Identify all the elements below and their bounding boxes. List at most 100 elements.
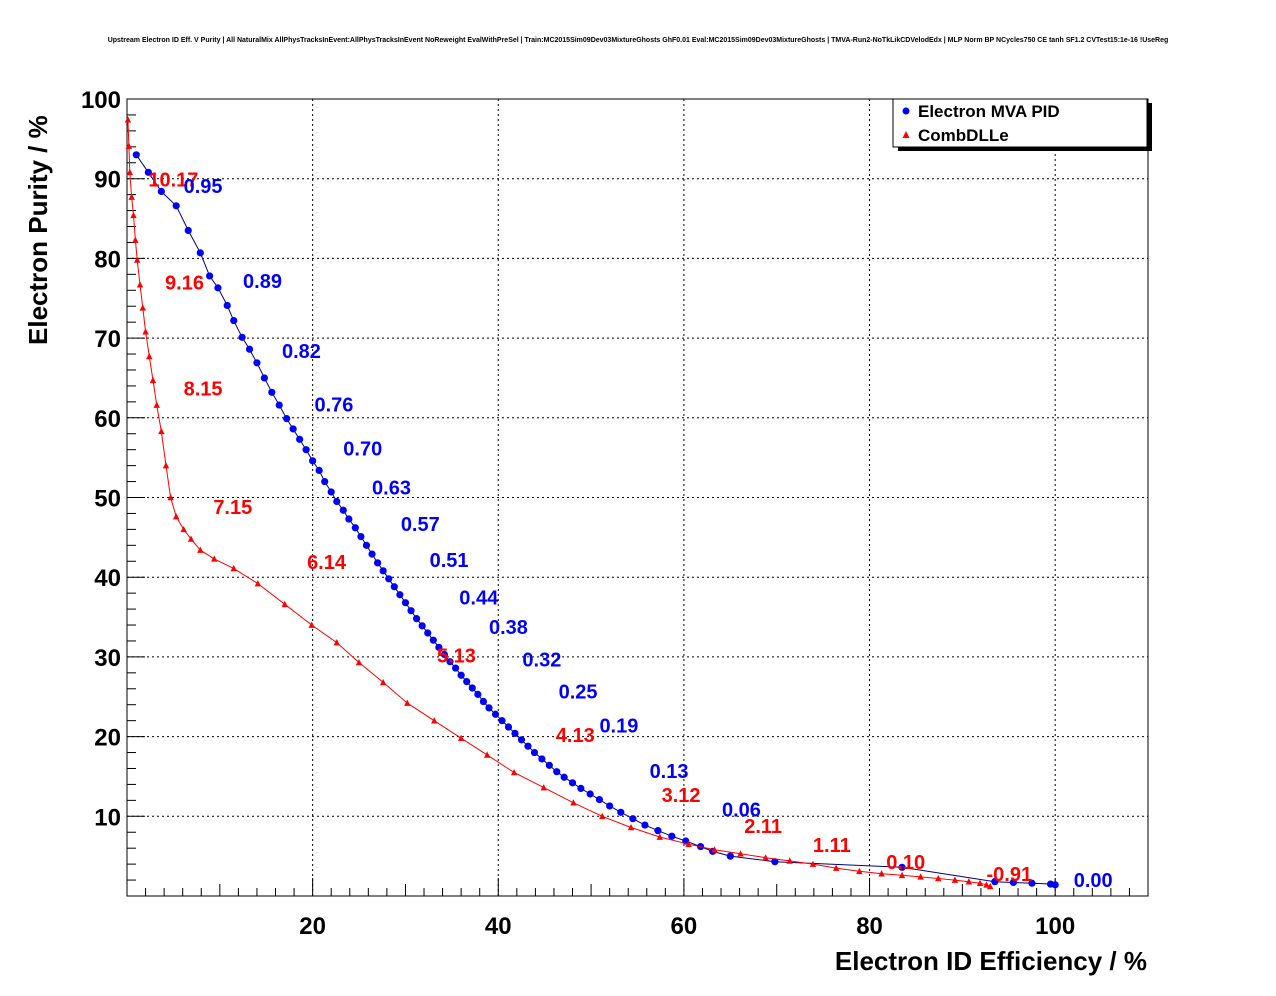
data-point-mva [230,316,238,325]
data-point-combdlle [483,751,491,758]
y-tick-label: 80 [94,246,121,273]
cut-value-label: 0.70 [343,438,382,460]
data-point-mva [577,784,585,793]
data-point-mva [440,650,449,659]
data-point-combdlle [786,857,793,864]
data-point-combdlle [146,352,153,360]
data-point-mva [457,671,465,679]
data-point-combdlle [125,142,133,149]
data-point-mva [435,643,443,651]
data-point-mva [517,736,526,744]
data-point-mva [446,658,454,666]
cut-value-label: 5.13 [437,645,476,667]
cut-value-label: 0.57 [401,514,440,536]
legend-label-combdlle: CombDLLe [918,126,1009,145]
data-point-mva [511,729,519,738]
cut-value-label: 1.11 [813,835,851,857]
data-point-mva [654,827,662,835]
data-point-mva [463,678,471,686]
cut-value-label: 4.13 [556,725,595,747]
data-point-mva [144,168,152,176]
data-point-mva [451,664,460,672]
data-point-mva [268,388,276,396]
data-point-mva [321,477,329,486]
data-point-combdlle [308,621,315,628]
cut-value-label: 6.14 [307,552,347,574]
data-point-mva [315,466,323,475]
data-point-combdlle [333,639,340,646]
data-point-combdlle [136,281,144,288]
data-point-mva [479,697,488,706]
y-axis-label: Electron Purity / % [23,115,53,345]
cut-value-label: 7.15 [213,497,252,519]
data-point-mva [132,151,140,159]
grid-lines [127,98,1148,896]
y-tick-label: 20 [94,725,121,752]
series-layer [124,116,1059,890]
y-tick-label: 50 [94,486,121,513]
axis-ticks: 20 40 60 80 100 10 20 30 40 50 60 70 80 90 100 [81,87,1149,940]
data-point-combdlle [153,401,160,408]
data-point-combdlle [917,873,924,880]
cut-value-label: 0.00 [1074,870,1113,892]
data-point-combdlle [431,717,438,724]
cut-value-label: 9.16 [165,272,204,294]
data-point-mva [524,742,532,750]
data-point-mva [771,858,779,866]
data-point-mva [223,301,231,310]
data-point-combdlle [627,823,635,831]
data-point-combdlle [126,168,133,176]
data-point-mva [538,755,546,763]
data-point-combdlle [540,784,547,791]
data-point-mva [172,202,180,210]
data-point-mva [898,863,906,871]
y-tick-label: 90 [94,167,121,194]
data-point-combdlle [180,525,187,533]
data-point-mva [586,790,594,798]
legend-box [892,98,1148,148]
data-point-mva [333,497,341,506]
data-point-combdlle [510,768,518,776]
data-point-mva [327,488,335,496]
cut-value-label: 0.13 [650,761,689,783]
data-point-mva [468,684,476,692]
data-point-combdlle [254,580,262,587]
data-point-mva [214,284,222,292]
data-point-mva [606,802,614,810]
y-tick-label: 40 [94,565,121,592]
y-tick-label: 70 [94,326,121,353]
annotations-layer: 10.170.95 9.16 0.89 0.82 8.15 0.76 0.70 0.63 7.1… [148,170,1112,893]
data-point-mva [184,226,192,235]
data-point-mva [530,748,539,757]
cut-value-label: 8.15 [184,378,223,400]
data-point-combdlle [599,812,606,820]
data-point-mva [283,414,291,423]
y-tick-label: 30 [94,645,121,672]
data-point-mva [296,435,304,443]
data-point-mva [396,591,404,599]
data-point-mva [362,541,371,549]
data-point-mva [668,832,676,840]
cut-value-label: 0.51 [430,550,469,572]
data-point-combdlle [711,846,718,853]
data-point-combdlle [230,564,237,572]
data-point-mva [617,808,625,816]
data-point-mva [407,607,415,615]
data-point-mva [553,768,561,776]
data-point-mva [1028,879,1036,887]
data-point-mva [302,446,310,454]
cut-value-label: -0.91 [986,864,1032,886]
y-tick-label: 60 [94,406,121,433]
data-point-combdlle [809,860,817,867]
data-point-combdlle [134,256,141,263]
data-point-mva [196,249,204,257]
data-point-mva [424,629,432,637]
cut-value-label: 0.63 [372,477,411,499]
y-tick-label: 100 [81,87,121,114]
data-point-combdlle [197,546,204,553]
data-point-mva [238,333,246,341]
data-point-mva [260,374,268,382]
data-point-mva [357,532,365,541]
data-point-combdlle [142,328,149,335]
legend: Electron MVA PID CombDLLe [892,98,1152,151]
